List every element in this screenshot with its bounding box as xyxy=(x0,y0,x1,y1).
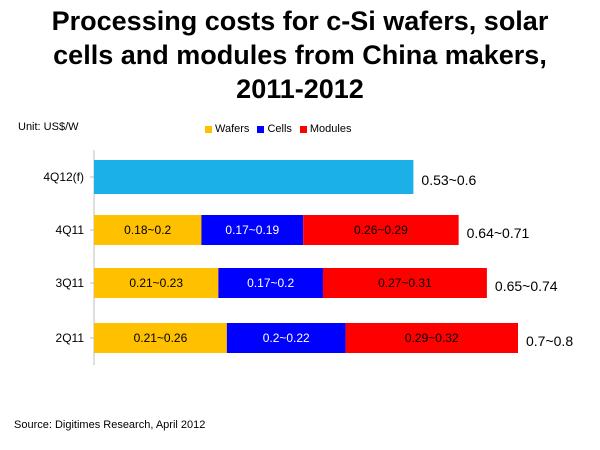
bar-total-label: 0.65~0.74 xyxy=(495,278,558,294)
bar-total-label: 0.7~0.8 xyxy=(526,333,573,349)
category-label: 4Q11 xyxy=(56,223,85,237)
legend: Wafers Cells Modules xyxy=(205,123,359,135)
chart-title-line-3: 2011-2012 xyxy=(236,74,364,104)
category-label: 3Q11 xyxy=(56,276,85,290)
legend-swatch-cells xyxy=(257,125,265,133)
chart-title-line-2: cells and modules from China makers, xyxy=(53,40,547,70)
bar-segment-modules xyxy=(345,323,518,353)
bar-segment-label: 0.21~0.26 xyxy=(134,331,188,345)
bar-segment-label: 0.21~0.23 xyxy=(129,276,183,290)
legend-item-wafers: Wafers xyxy=(205,123,249,135)
bar-segment-cells xyxy=(201,215,304,245)
bar-segment-label: 0.17~0.19 xyxy=(225,223,279,237)
source-note: Source: Digitimes Research, April 2012 xyxy=(14,419,206,431)
legend-swatch-wafers xyxy=(205,125,212,133)
bar-segment-modules xyxy=(303,215,459,245)
bar-total-forecast xyxy=(94,160,414,194)
bar-total-label: 0.53~0.6 xyxy=(421,172,476,188)
legend-item-cells: Cells xyxy=(257,123,292,135)
legend-swatch-modules xyxy=(299,125,307,133)
bar-segment-cells xyxy=(226,323,346,353)
chart-title-line-1: Processing costs for c-Si wafers, solar xyxy=(51,6,549,36)
bar-segment-label: 0.17~0.2 xyxy=(247,276,294,290)
category-label: 2Q11 xyxy=(56,331,85,345)
bar-segment-cells xyxy=(218,268,323,298)
legend-label-wafers: Wafers xyxy=(215,123,250,135)
legend-item-modules: Modules xyxy=(299,123,352,135)
bar-segment-label: 0.29~0.32 xyxy=(405,331,459,345)
bar-segment-wafers xyxy=(94,215,202,245)
legend-label-modules: Modules xyxy=(309,123,352,135)
bar-total-label: 0.64~0.71 xyxy=(467,225,530,241)
category-label: 4Q12(f) xyxy=(43,170,84,184)
unit-label: Unit: US$/W xyxy=(18,121,79,133)
chart-title: Processing costs for c-Si wafers, solar … xyxy=(0,4,600,106)
legend-label-cells: Cells xyxy=(267,123,292,135)
bar-segment-modules xyxy=(322,268,487,298)
bar-segment-wafers xyxy=(94,268,219,298)
bar-segment-label: 0.2~0.22 xyxy=(263,331,310,345)
bar-segment-label: 0.26~0.29 xyxy=(354,223,408,237)
bar-segment-label: 0.18~0.2 xyxy=(124,223,171,237)
bar-segment-label: 0.27~0.31 xyxy=(378,276,432,290)
bar-segment-wafers xyxy=(94,323,227,353)
